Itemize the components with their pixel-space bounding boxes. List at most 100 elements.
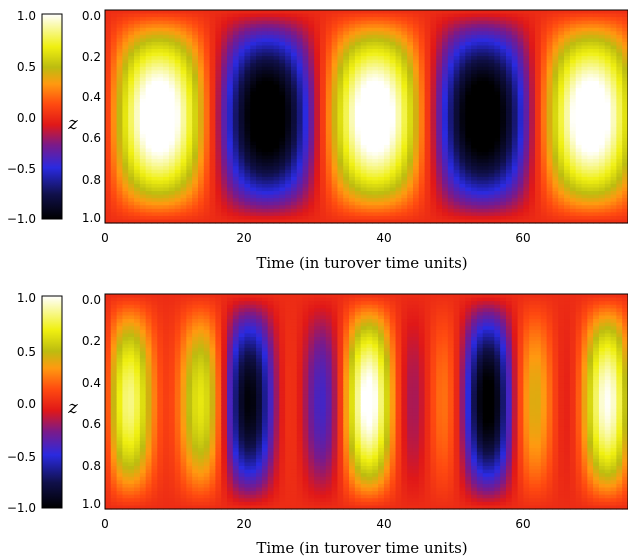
heatmap-cell bbox=[279, 17, 286, 22]
heatmap-cell bbox=[418, 98, 426, 103]
heatmap-cell bbox=[197, 88, 205, 93]
heatmap-cell bbox=[575, 31, 583, 36]
heatmap-cell bbox=[505, 66, 513, 71]
heatmap-cell bbox=[546, 123, 554, 128]
heatmap-cell bbox=[180, 173, 187, 178]
heatmap-cell bbox=[459, 81, 466, 86]
heatmap-cell bbox=[244, 130, 251, 135]
heatmap-cell bbox=[401, 59, 408, 64]
heatmap-cell bbox=[389, 17, 397, 22]
heatmap-cell bbox=[285, 66, 292, 71]
heatmap-cell bbox=[523, 123, 530, 128]
heatmap-cell bbox=[314, 176, 321, 181]
heatmap-cell bbox=[215, 41, 222, 47]
heatmap-cell bbox=[552, 84, 559, 89]
heatmap-cell bbox=[116, 159, 124, 164]
heatmap-cell bbox=[134, 176, 141, 181]
heatmap-cell bbox=[227, 31, 234, 36]
heatmap-cell bbox=[354, 127, 362, 132]
heatmap-cell bbox=[482, 20, 490, 25]
heatmap-cell bbox=[488, 109, 495, 114]
heatmap-cell bbox=[401, 166, 408, 171]
heatmap-cell bbox=[192, 95, 199, 100]
heatmap-cell bbox=[232, 123, 240, 128]
heatmap-cell bbox=[244, 180, 251, 185]
heatmap-cell bbox=[139, 123, 147, 128]
heatmap-cell bbox=[535, 198, 542, 203]
heatmap-cell bbox=[372, 141, 379, 146]
heatmap-cell bbox=[575, 112, 583, 118]
heatmap-cell bbox=[122, 155, 129, 160]
heatmap-cell bbox=[261, 176, 269, 181]
heatmap-cell bbox=[569, 116, 577, 121]
heatmap-cell bbox=[517, 212, 524, 217]
heatmap-cell bbox=[261, 137, 269, 142]
heatmap-cell bbox=[314, 98, 321, 103]
heatmap-cell bbox=[203, 208, 211, 213]
heatmap-cell bbox=[552, 159, 559, 164]
heatmap-cell bbox=[244, 198, 251, 203]
heatmap-cell bbox=[145, 201, 153, 206]
heatmap-cell bbox=[221, 38, 228, 43]
heatmap-cell bbox=[372, 183, 379, 189]
heatmap-cell bbox=[320, 191, 327, 196]
heatmap-cell bbox=[157, 144, 164, 150]
heatmap-cell bbox=[174, 127, 182, 132]
heatmap-cell bbox=[256, 134, 263, 139]
heatmap-cell bbox=[227, 176, 234, 181]
heatmap-cell bbox=[267, 176, 275, 181]
heatmap-cell bbox=[366, 45, 373, 50]
heatmap-cell bbox=[459, 130, 466, 135]
heatmap-cell bbox=[523, 17, 530, 22]
heatmap-cell bbox=[476, 176, 484, 181]
heatmap-cell bbox=[378, 166, 385, 171]
heatmap-cell bbox=[418, 130, 426, 135]
heatmap-cell bbox=[401, 201, 408, 206]
heatmap-cell bbox=[360, 141, 368, 146]
heatmap-cell bbox=[476, 180, 484, 185]
heatmap-cell bbox=[424, 49, 432, 54]
heatmap-cell bbox=[261, 38, 269, 43]
heatmap-cell bbox=[424, 10, 432, 15]
heatmap-cell bbox=[535, 81, 542, 86]
heatmap-cell bbox=[418, 34, 426, 39]
heatmap-cell bbox=[471, 13, 478, 18]
heatmap-cell bbox=[151, 81, 158, 86]
heatmap-cell bbox=[215, 52, 222, 57]
heatmap-cell bbox=[412, 152, 420, 157]
heatmap-cell bbox=[273, 49, 280, 54]
heatmap-cell bbox=[238, 10, 246, 15]
heatmap-cell bbox=[180, 73, 187, 79]
heatmap-cell bbox=[174, 212, 182, 217]
heatmap-cell bbox=[581, 159, 588, 164]
heatmap-cell bbox=[331, 173, 339, 178]
heatmap-cell bbox=[221, 52, 228, 57]
heatmap-cell bbox=[174, 34, 182, 39]
heatmap-cell bbox=[407, 173, 414, 178]
heatmap-cell bbox=[209, 27, 217, 32]
heatmap-cell bbox=[250, 66, 257, 71]
heatmap-cell bbox=[180, 88, 187, 93]
heatmap-cell bbox=[343, 109, 350, 114]
heatmap-cell bbox=[290, 130, 298, 135]
heatmap-cell bbox=[337, 84, 344, 89]
heatmap-cell bbox=[372, 137, 379, 142]
heatmap-cell bbox=[442, 109, 449, 114]
heatmap-cell bbox=[430, 219, 437, 224]
heatmap-cell bbox=[227, 144, 234, 150]
heatmap-cell bbox=[273, 102, 280, 107]
heatmap-cell bbox=[569, 17, 577, 22]
heatmap-cell bbox=[488, 219, 495, 224]
heatmap-cell bbox=[238, 20, 246, 25]
heatmap-cell bbox=[401, 52, 408, 57]
heatmap-cell bbox=[465, 215, 472, 221]
heatmap-cell bbox=[575, 141, 583, 146]
heatmap-cell bbox=[186, 41, 193, 47]
heatmap-cell bbox=[261, 130, 269, 135]
heatmap-cell bbox=[250, 31, 257, 36]
heatmap-cell bbox=[232, 183, 240, 189]
heatmap-cell bbox=[128, 212, 135, 217]
heatmap-cell bbox=[482, 155, 490, 160]
heatmap-cell bbox=[168, 144, 176, 150]
heatmap-cell bbox=[558, 73, 565, 79]
